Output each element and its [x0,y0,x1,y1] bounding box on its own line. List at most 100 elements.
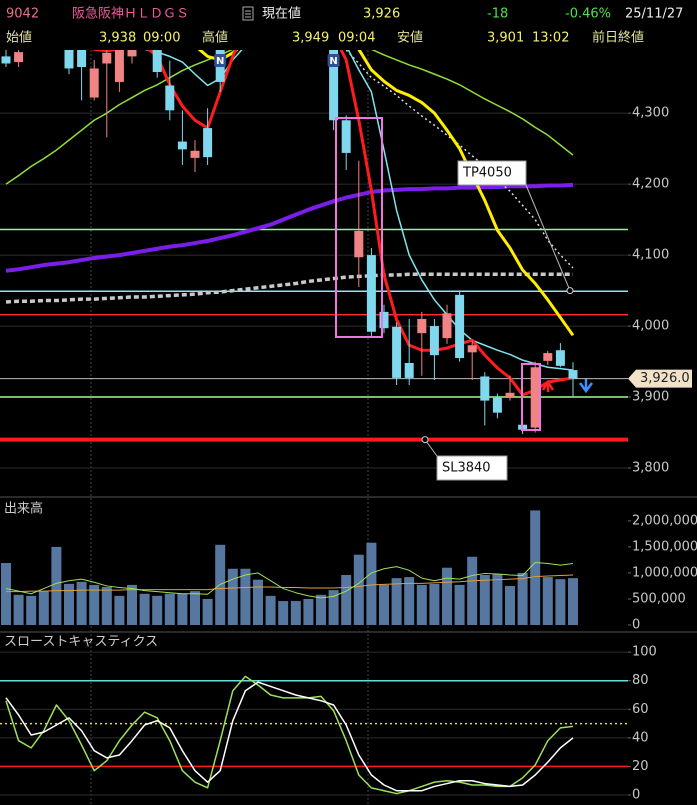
volume-bar [278,601,289,625]
candle-body [64,50,74,69]
high-value: 3,949 [292,31,329,46]
candle-body [190,150,200,158]
stochastic-line [5,681,574,792]
buy-signal [541,379,555,392]
prev-close-label: 前日終値 [592,30,644,46]
low-value: 3,901 [487,31,524,46]
candle-body [114,50,124,82]
y-tick-label: 1,000,000 [632,565,697,580]
volume-bar [1,563,11,625]
stock-name: 阪急阪神ＨＬＤＧＳ [72,7,189,22]
open-label: 始値 [6,30,32,46]
range-box [335,117,383,338]
low-label: 安値 [397,30,423,46]
volume-bar [328,590,339,625]
candle-body [165,85,175,111]
volume-bar [76,581,87,625]
candle-body [329,50,339,121]
change-pct: -0.46% [565,7,611,22]
doc-icon[interactable] [242,6,254,21]
candle-body [379,311,389,329]
change: -18 [487,7,508,22]
y-tick-label: 60 [632,702,649,717]
volume-bar [114,595,125,625]
volume-bar [152,595,163,625]
moving-average [5,50,574,185]
volume-bar [353,554,364,625]
moving-average [197,50,575,337]
volume-title: 出来高 [4,501,43,517]
y-tick-label: 1,500,000 [632,539,697,554]
volume-bar [190,591,200,625]
volume-bar [467,556,478,625]
annotation-anchor [421,436,429,444]
stochastic-line [5,675,574,795]
candle-body [1,56,11,64]
signal-marker-label: N [216,56,224,67]
volume-bar [265,595,276,625]
signal-marker [214,54,227,67]
volume-bar [517,572,528,625]
volume-bar [253,579,263,625]
y-tick-label: 2,000,000 [632,513,697,528]
overlay: N N TP4050 SL3840 [214,54,593,481]
volume-bar [240,568,251,625]
candle-body [555,350,565,366]
volume-bar [379,584,389,625]
candle-body [341,120,351,153]
price-tag-label: 3,926.0 [640,371,690,386]
volume-bar [64,583,74,625]
volume-bar [568,578,578,625]
volume-bar [505,585,515,625]
volume-bar [89,584,100,625]
volume-bar [227,568,238,625]
volume-bar [454,584,465,625]
y-tick-label: 100 [632,645,657,660]
candle-body [568,370,578,379]
candle-body [530,367,540,428]
volume-bar [38,591,49,625]
volume-bar [177,593,188,625]
sell-signal [579,379,593,394]
volume-bar [530,510,541,625]
y-tick-label: 0 [632,618,640,633]
annotation-box [457,160,527,186]
annotation-text: SL3840 [442,461,491,476]
candle-body [127,50,137,57]
y-tick-label: 80 [632,673,649,688]
volume-bar [202,598,213,625]
y-tick-label: 500,000 [632,591,686,606]
volume-bar [542,577,553,625]
price-tag [628,369,692,388]
candle-body [366,255,376,332]
y-tick-label: 20 [632,759,649,774]
volume-bar [442,567,452,625]
stochastic-title: スローストキャスティクス [4,635,158,650]
volume-average [6,574,574,593]
volume-bar [391,578,402,625]
header: 9042 阪急阪神ＨＬＤＧＳ 現在値 3,926 -18 -0.46% 25/1… [6,6,683,46]
annotation-anchor [566,287,574,295]
volume-bar [26,595,37,625]
volume-average [5,562,574,599]
low-time: 13:02 [532,31,569,46]
volume-bar [51,546,62,625]
candle-body [429,326,439,356]
y-tick-label: 4,000 [632,319,669,334]
annotation-text: TP4050 [462,166,512,181]
candle-body [467,345,477,353]
volume-bar [164,593,175,625]
volume-bar [303,598,314,625]
stochastic-plot [0,651,628,796]
range-box [521,363,541,431]
candle-body [14,52,24,63]
candle-body [505,392,515,398]
open-value: 3,938 [99,31,136,46]
candle-body [492,397,502,413]
signal-marker [327,54,340,67]
y-tick-label: 3,900 [632,390,669,405]
candle-body [543,353,553,361]
volume-bar [101,586,112,625]
y-tick-label: 4,100 [632,248,669,263]
y-tick-label: 4,200 [632,177,669,192]
